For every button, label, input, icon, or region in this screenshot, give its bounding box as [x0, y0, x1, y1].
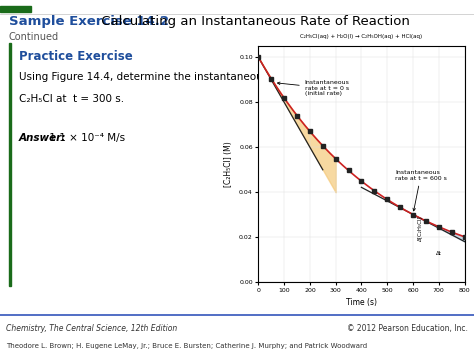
Text: C₂H₅Cl(aq) + H₂O(l) → C₂H₅OH(aq) + HCl(aq): C₂H₅Cl(aq) + H₂O(l) → C₂H₅OH(aq) + HCl(a… — [301, 34, 422, 39]
Text: Using Figure 14.4, determine the instantaneous rate of disappearance of: Using Figure 14.4, determine the instant… — [19, 72, 400, 82]
Text: Answer:: Answer: — [19, 132, 66, 143]
Text: Δt: Δt — [436, 251, 442, 256]
Text: Theodore L. Brown; H. Eugene LeMay, Jr.; Bruce E. Bursten; Catherine J. Murphy; : Theodore L. Brown; H. Eugene LeMay, Jr.;… — [6, 343, 367, 349]
Text: Calculating an Instantaneous Rate of Reaction: Calculating an Instantaneous Rate of Rea… — [97, 15, 410, 28]
Text: Chemistry, The Central Science, 12th Edition: Chemistry, The Central Science, 12th Edi… — [6, 324, 177, 333]
Text: C₂H₅Cl at  t = 300 s.: C₂H₅Cl at t = 300 s. — [19, 94, 124, 104]
Text: Continued: Continued — [9, 32, 59, 42]
Text: © 2012 Pearson Education, Inc.: © 2012 Pearson Education, Inc. — [347, 324, 468, 333]
X-axis label: Time (s): Time (s) — [346, 298, 377, 307]
Text: Sample Exercise 14.2: Sample Exercise 14.2 — [9, 15, 169, 28]
Text: Instantaneous
rate at t = 0 s
(initial rate): Instantaneous rate at t = 0 s (initial r… — [277, 80, 350, 97]
Text: Instantaneous
rate at t = 600 s: Instantaneous rate at t = 600 s — [395, 170, 447, 211]
Text: Practice Exercise: Practice Exercise — [19, 50, 133, 63]
Text: Δ[C₂H₅Cl]: Δ[C₂H₅Cl] — [417, 215, 422, 241]
Y-axis label: [C₂H₅Cl] (M): [C₂H₅Cl] (M) — [225, 141, 234, 187]
Text: 1.1 × 10⁻⁴ M/s: 1.1 × 10⁻⁴ M/s — [46, 132, 125, 143]
